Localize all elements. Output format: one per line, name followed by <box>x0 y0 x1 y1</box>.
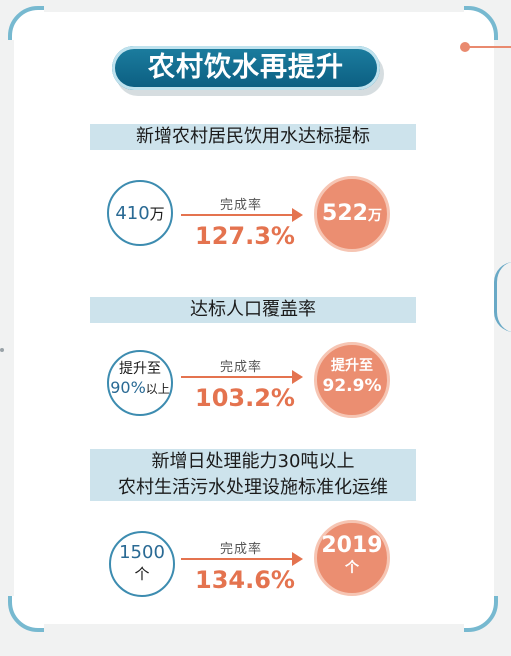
section-1-arrow-head-icon <box>292 208 303 222</box>
section-3-rate-label: 完成率 <box>219 542 262 557</box>
title-badge: 农村饮水再提升 <box>112 46 384 96</box>
section-1-rate-label: 完成率 <box>219 198 262 213</box>
section-1-result-unit: 万 <box>367 208 382 224</box>
section-1-band: 新增农村居民饮用水达标提标 <box>90 124 416 150</box>
section-2-result-prefix: 提升至 <box>331 358 373 374</box>
section-2-baseline-value: 90% <box>110 378 146 397</box>
card-border-gap-bottom <box>44 624 464 636</box>
section-3-arrow-head-icon <box>292 552 303 566</box>
section-2-baseline-circle: 提升至 90%以上 <box>107 350 173 416</box>
section-3-arrow-line <box>181 558 293 560</box>
section-2-result-value: 92.9% <box>322 376 382 396</box>
section-3-baseline-value: 1500 <box>119 542 165 563</box>
section-1-baseline-value: 410 <box>115 203 150 224</box>
section-3-band-line-2: 农村生活污水处理设施标准化运维 <box>118 477 388 498</box>
section-2-baseline-prefix: 提升至 <box>119 361 161 377</box>
card-border-gap-top <box>44 0 464 12</box>
section-3-baseline-circle: 1500 个 <box>109 531 175 597</box>
section-3-rate-value: 134.6% <box>195 566 295 594</box>
section-1-rate-value: 127.3% <box>195 222 295 250</box>
section-1-band-text: 新增农村居民饮用水达标提标 <box>136 126 370 147</box>
section-2-rate-value: 103.2% <box>195 384 295 412</box>
section-1-baseline-unit: 万 <box>149 205 165 223</box>
section-2-band: 达标人口覆盖率 <box>90 297 416 323</box>
decorative-line <box>468 46 511 48</box>
section-1-baseline-circle: 410万 <box>107 180 173 246</box>
decorative-arc <box>494 262 511 332</box>
section-2-rate-label: 完成率 <box>219 360 262 375</box>
section-1-result-value: 522 <box>322 201 368 226</box>
page-title: 农村饮水再提升 <box>148 52 344 83</box>
section-2-arrow-head-icon <box>292 370 303 384</box>
section-2-band-text: 达标人口覆盖率 <box>190 299 316 320</box>
decorative-dot-icon <box>460 42 470 52</box>
section-3-baseline-unit: 个 <box>134 565 150 583</box>
section-2-arrow-line <box>181 376 293 378</box>
section-3-band: 新增日处理能力30吨以上 农村生活污水处理设施标准化运维 <box>90 449 416 501</box>
section-3-result-circle: 2019 个 <box>314 520 390 596</box>
section-1-result-circle: 522万 <box>314 176 390 252</box>
section-3-result-value: 2019 <box>321 533 383 558</box>
section-2-result-circle: 提升至 92.9% <box>314 342 390 418</box>
card-border-gap-left <box>0 40 14 596</box>
title-pill <box>112 46 380 90</box>
section-3-result-unit: 个 <box>345 560 359 576</box>
section-1-arrow-line <box>181 214 293 216</box>
decorative-dot-left <box>0 348 4 352</box>
section-3-band-line-1: 新增日处理能力30吨以上 <box>151 451 355 472</box>
section-2-baseline-unit: 以上 <box>145 382 170 396</box>
